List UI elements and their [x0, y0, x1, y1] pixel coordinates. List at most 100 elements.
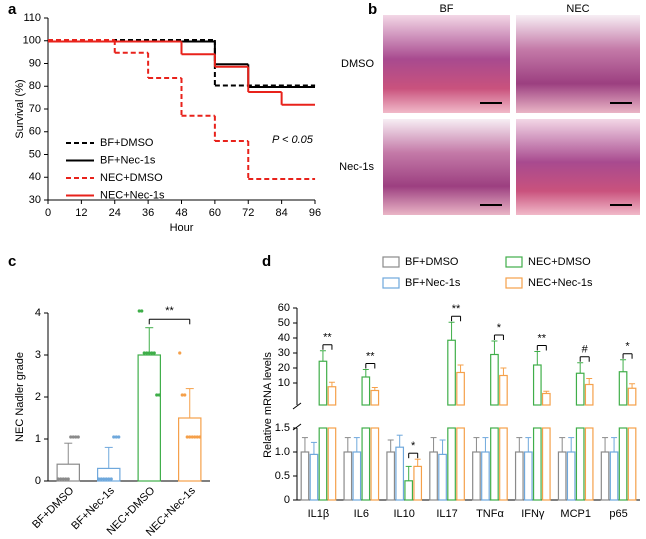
- x-tick-label: 24: [109, 207, 121, 219]
- y-tick-label: 40: [278, 332, 290, 344]
- bar: [429, 451, 438, 501]
- data-point: [66, 477, 70, 481]
- annotation: *: [625, 341, 630, 353]
- annotation: **: [323, 332, 332, 344]
- bar: [309, 453, 319, 501]
- bar-upper: [447, 339, 456, 406]
- x-tick-label: 60: [209, 207, 221, 219]
- y-tick-label: 0: [284, 494, 290, 506]
- y-tick-label: 100: [23, 35, 41, 47]
- y-tick-label: 10: [278, 377, 290, 389]
- bar: [523, 451, 533, 501]
- data-point: [107, 477, 111, 481]
- y-tick-label: 60: [29, 126, 41, 138]
- x-tick-label: 96: [309, 207, 321, 219]
- bar-upper: [327, 386, 337, 406]
- x-tick-label: MCP1: [560, 508, 591, 520]
- y-tick-label: 50: [29, 148, 41, 160]
- panel-label: c: [8, 253, 16, 270]
- x-tick-label: 12: [75, 207, 87, 219]
- bar-upper: [370, 389, 380, 406]
- x-axis-label: Hour: [170, 222, 194, 234]
- annotation: *: [411, 440, 416, 452]
- bar-upper: [575, 372, 585, 406]
- data-point: [59, 477, 63, 481]
- bar-lower: [456, 427, 465, 501]
- y-tick-label: 1: [35, 433, 41, 445]
- data-point: [142, 351, 146, 355]
- data-point: [137, 309, 141, 313]
- bar: [566, 451, 576, 501]
- bar-lower: [499, 427, 508, 501]
- y-tick-label: 2: [35, 391, 41, 403]
- x-tick-label: 0: [45, 207, 51, 219]
- bar-lower: [370, 427, 380, 501]
- bar-upper: [532, 364, 542, 406]
- panel-label: a: [8, 1, 17, 18]
- bar-lower: [541, 427, 551, 501]
- data-point: [193, 435, 197, 439]
- data-point: [74, 435, 78, 439]
- data-point: [198, 435, 202, 439]
- bar: [514, 451, 524, 501]
- y-tick-label: 4: [35, 307, 41, 319]
- y-tick-label: 3: [35, 349, 41, 361]
- micrograph: [516, 15, 640, 113]
- panel-label: b: [368, 1, 377, 18]
- data-point: [180, 393, 184, 397]
- x-tick-label: 36: [142, 207, 154, 219]
- annotation: **: [366, 350, 375, 362]
- data-point: [178, 351, 182, 355]
- legend-label: BF+Nec-1s: [405, 277, 461, 289]
- micrograph: [516, 119, 640, 215]
- legend-swatch: [505, 256, 523, 268]
- y-tick-label: 1.5: [275, 422, 290, 434]
- bar-lower: [327, 427, 337, 501]
- x-tick-label: 48: [175, 207, 187, 219]
- y-tick-label: 40: [29, 171, 41, 183]
- bar-lower: [575, 427, 585, 501]
- bar: [343, 451, 353, 501]
- y-tick-label: 1.0: [275, 446, 290, 458]
- bar: [404, 480, 414, 501]
- axis-break: [292, 402, 302, 410]
- bar: [352, 451, 362, 501]
- data-point: [109, 477, 113, 481]
- data-point: [152, 351, 156, 355]
- data-point: [190, 435, 194, 439]
- bar-lower: [532, 427, 542, 501]
- bar-upper: [490, 353, 499, 406]
- y-tick-label: 110: [23, 12, 41, 24]
- data-point: [195, 435, 199, 439]
- bar: [386, 451, 396, 501]
- y-axis-label: NEC Nadler grade: [14, 352, 26, 442]
- x-tick-label: 72: [242, 207, 254, 219]
- bar-upper: [318, 360, 328, 406]
- data-point: [76, 435, 80, 439]
- bar: [557, 451, 567, 501]
- bar: [472, 451, 481, 501]
- annotation: P < 0.05: [272, 134, 314, 146]
- annotation: **: [165, 305, 174, 317]
- bar-lower: [447, 427, 456, 501]
- legend-label: NEC+Nec-1s: [528, 277, 593, 289]
- legend-label: BF+Nec-1s: [100, 154, 156, 166]
- data-point: [140, 309, 144, 313]
- y-tick-label: 30: [29, 194, 41, 206]
- x-tick-label: IL6: [354, 508, 369, 520]
- x-tick-label: IL10: [393, 508, 414, 520]
- legend-label: NEC+Nec-1s: [100, 189, 165, 201]
- annotation: #: [582, 344, 589, 356]
- data-point: [147, 351, 151, 355]
- bar: [600, 451, 610, 501]
- bar-upper: [456, 371, 465, 406]
- bar-upper: [584, 383, 594, 406]
- x-tick-label: TNFα: [476, 508, 504, 520]
- micrograph: [383, 15, 510, 113]
- y-tick-label: 60: [278, 302, 290, 314]
- bar-lower: [490, 427, 499, 501]
- annotation: **: [538, 332, 547, 344]
- x-tick-label: IFNγ: [521, 508, 545, 520]
- bar-lower: [361, 427, 371, 501]
- y-tick-label: 0.5: [275, 470, 290, 482]
